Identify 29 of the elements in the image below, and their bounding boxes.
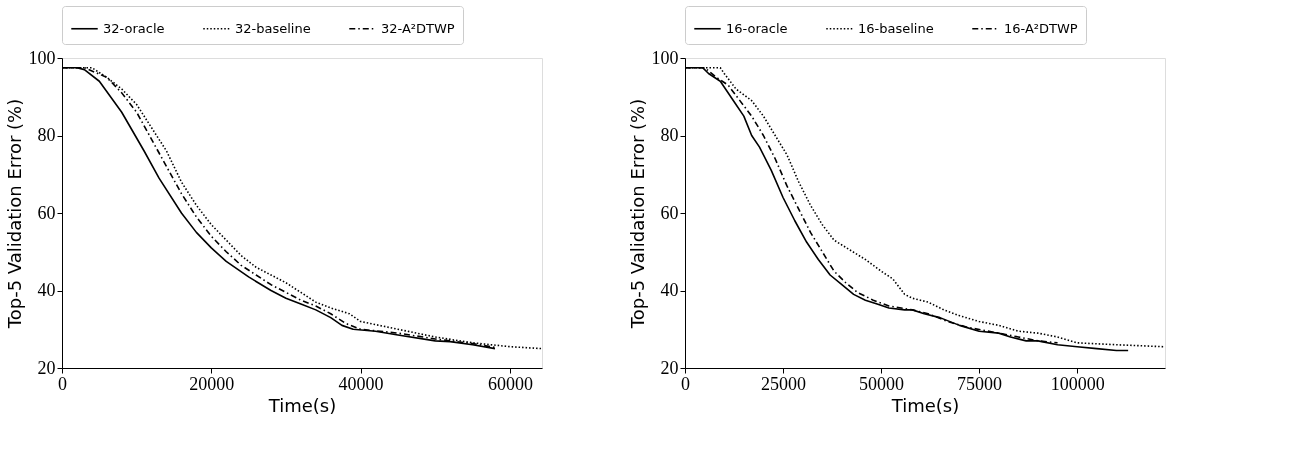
y-tick-label: 20 (660, 357, 679, 378)
y-tick-label: 100 (28, 47, 56, 68)
x-tick-label: 20000 (189, 373, 235, 394)
legend-label: 32-baseline (235, 20, 311, 36)
legend-label: 32-oracle (103, 20, 165, 36)
x-tick-label: 25000 (761, 373, 807, 394)
x-tick-label: 0 (681, 373, 690, 394)
legend-label: 16-baseline (858, 20, 934, 36)
y-axis-title: Top-5 Validation Error (%) (626, 98, 648, 330)
x-axis-title: Time(s) (890, 394, 960, 416)
legend-label: 16-oracle (726, 20, 788, 36)
y-tick-label: 40 (37, 280, 56, 300)
x-tick-label: 75000 (957, 373, 1003, 394)
y-tick-label: 80 (37, 125, 56, 145)
x-tick-label: 50000 (859, 373, 905, 394)
x-tick-label: 40000 (338, 373, 384, 394)
x-axis-title: Time(s) (267, 394, 337, 416)
y-tick-label: 20 (37, 357, 56, 378)
y-tick-label: 60 (660, 202, 679, 223)
legend-label: 32-A²DTWP (381, 20, 455, 36)
y-tick-label: 100 (651, 47, 679, 68)
y-tick-label: 60 (37, 202, 56, 223)
x-tick-label: 0 (58, 373, 67, 394)
x-tick-label: 60000 (487, 373, 533, 394)
legend-label: 16-A²DTWP (1004, 20, 1078, 36)
y-tick-label: 40 (660, 280, 679, 300)
x-tick-label: 100000 (1050, 373, 1105, 394)
y-axis-title: Top-5 Validation Error (%) (3, 98, 25, 330)
y-tick-label: 80 (660, 125, 679, 145)
